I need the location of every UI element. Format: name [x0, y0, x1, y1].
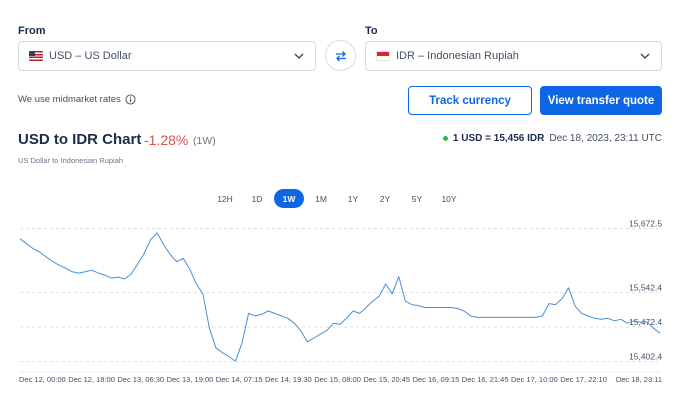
- info-icon[interactable]: [125, 94, 136, 105]
- rate-series-line: [19, 232, 661, 362]
- x-tick-label: Dec 15, 20:45: [363, 375, 410, 384]
- track-currency-button[interactable]: Track currency: [408, 86, 532, 115]
- chevron-down-icon: [294, 53, 304, 60]
- x-tick-label: Dec 16, 09:15: [413, 375, 460, 384]
- x-tick-label: Dec 14, 07:15: [216, 375, 263, 384]
- from-currency-value: USD – US Dollar: [49, 50, 132, 62]
- x-tick-label: Dec 12, 18:00: [68, 375, 115, 384]
- swap-currencies-button[interactable]: [325, 40, 356, 71]
- chart-title: USD to IDR Chart: [18, 131, 142, 148]
- x-tick-label: Dec 17, 22:10: [560, 375, 607, 384]
- period-tab-1m[interactable]: 1M: [315, 193, 327, 204]
- to-currency-value: IDR – Indonesian Rupiah: [396, 50, 519, 62]
- x-tick-label: Dec 13, 06:30: [117, 375, 164, 384]
- x-tick-label: Dec 12, 00:00: [19, 375, 66, 384]
- period-tab-5y[interactable]: 5Y: [411, 193, 423, 204]
- us-flag-icon: [29, 51, 43, 61]
- swap-arrows-icon: [335, 50, 346, 61]
- midmarket-note-text: We use midmarket rates: [18, 94, 121, 105]
- period-tab-2y[interactable]: 2Y: [379, 193, 391, 204]
- period-tab-1d[interactable]: 1D: [251, 193, 263, 204]
- to-label: To: [365, 25, 378, 37]
- from-label: From: [18, 25, 46, 37]
- x-tick-label: Dec 15, 08:00: [314, 375, 361, 384]
- midmarket-note: We use midmarket rates: [18, 94, 136, 105]
- current-rate: 1 USD = 15,456 IDR Dec 18, 2023, 23:11 U…: [442, 133, 662, 144]
- to-currency-select[interactable]: IDR – Indonesian Rupiah: [365, 41, 662, 71]
- chart-subtitle: US Dollar to Indonesian Rupiah: [18, 156, 124, 165]
- period-tab-1y[interactable]: 1Y: [347, 193, 359, 204]
- from-currency-select[interactable]: USD – US Dollar: [18, 41, 316, 71]
- x-tick-label: Dec 16, 21:45: [462, 375, 509, 384]
- rate-timestamp: Dec 18, 2023, 23:11 UTC: [549, 133, 662, 144]
- x-tick-label: Dec 18, 23:11: [616, 375, 662, 384]
- view-transfer-quote-button[interactable]: View transfer quote: [540, 86, 662, 115]
- y-tick-label: 15,672.5: [629, 219, 662, 229]
- y-tick-label: 15,542.4: [629, 283, 662, 293]
- live-dot-icon: [442, 136, 448, 141]
- period-tab-10y[interactable]: 10Y: [441, 193, 457, 204]
- rate-value: 1 USD = 15,456 IDR: [452, 133, 545, 144]
- period-tab-12h[interactable]: 12H: [217, 193, 233, 204]
- change-period: (1W): [193, 135, 216, 147]
- y-tick-label: 15,402.4: [629, 351, 662, 361]
- x-tick-label: Dec 17, 10:00: [511, 375, 558, 384]
- period-selector: 12H 1D 1W 1M 1Y 2Y 5Y 10Y: [210, 189, 464, 208]
- rate-change: -1.28%: [144, 132, 189, 148]
- indonesia-flag-icon: [376, 51, 390, 61]
- x-tick-label: Dec 14, 19:30: [265, 375, 312, 384]
- chevron-down-icon: [640, 53, 650, 60]
- x-tick-label: Dec 13, 19:00: [167, 375, 214, 384]
- period-tab-1w[interactable]: 1W: [274, 189, 304, 208]
